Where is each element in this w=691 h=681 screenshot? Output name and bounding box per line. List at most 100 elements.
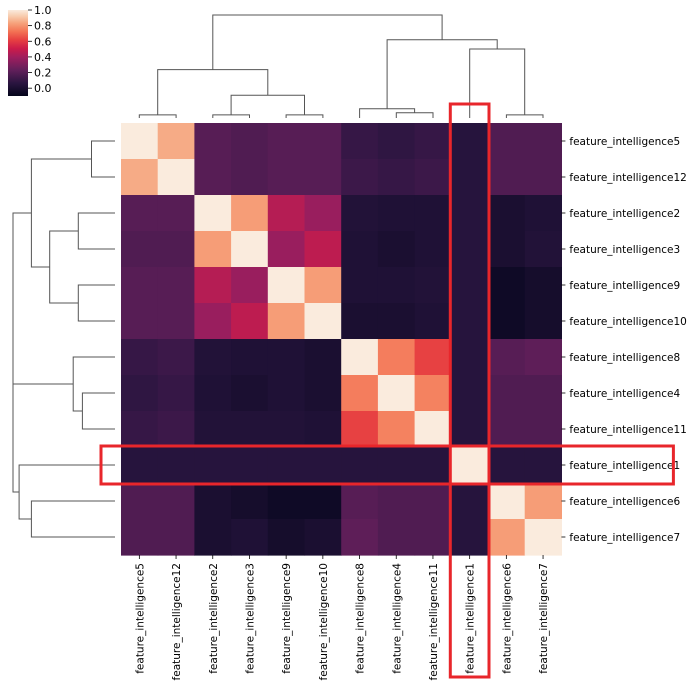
heatmap-cell [231, 483, 269, 520]
heatmap-cell [267, 375, 306, 412]
heatmap-cell [157, 411, 195, 448]
column-label: feature_intelligence9 [281, 563, 293, 674]
heatmap-cell [157, 195, 195, 232]
colorbar-gradient [8, 10, 28, 96]
row-label: feature_intelligence4 [569, 388, 680, 400]
heatmap-cell [157, 483, 195, 520]
row-dendrogram-link [81, 392, 115, 430]
heatmap-cell [524, 519, 562, 556]
column-label: feature_intelligence10 [318, 563, 330, 680]
heatmap-cell [414, 483, 452, 520]
heatmap-cell [377, 123, 416, 160]
heatmap-cell [414, 411, 452, 448]
heatmap-cell [414, 303, 452, 340]
column-dendrogram-link [230, 94, 305, 115]
heatmap-cell [231, 339, 269, 376]
heatmap-cell [194, 231, 232, 268]
heatmap-cell [488, 303, 526, 340]
heatmap-cell [194, 339, 232, 376]
heatmap-cell [451, 159, 489, 196]
heatmap-cell [341, 159, 379, 196]
heatmap-cell [524, 303, 562, 340]
row-labels: feature_intelligence5 feature_intelligenc… [561, 136, 687, 544]
heatmap-cell [304, 195, 342, 232]
heatmap-cell [451, 303, 489, 340]
row-label: feature_intelligence8 [569, 352, 680, 364]
column-dendrogram-link [212, 114, 250, 118]
heatmap-cell [451, 447, 489, 484]
heatmap-cell [267, 267, 306, 304]
row-dendrogram-link [91, 140, 115, 178]
highlight-column-box [448, 102, 491, 679]
row-dendrogram-link [30, 500, 115, 538]
heatmap-cell [157, 159, 195, 196]
row-label: feature_intelligence7 [569, 532, 680, 544]
heatmap-cell [488, 267, 526, 304]
heatmap-cell [157, 231, 195, 268]
colorbar-tick-label: 0.2 [34, 67, 52, 80]
column-label: feature_intelligence3 [244, 563, 256, 674]
heatmap-cell [194, 447, 232, 484]
heatmap-cell [488, 159, 526, 196]
heatmap-cell [231, 411, 269, 448]
heatmap-cell [341, 519, 379, 556]
row-dendrogram-link [72, 356, 115, 412]
heatmap-cell [488, 123, 526, 160]
heatmap-cell [414, 231, 452, 268]
row-dendrogram-link [12, 212, 32, 438]
heatmap-cell [194, 519, 232, 556]
colorbar-tick-label: 1.0 [34, 4, 52, 17]
heatmap-cell [451, 483, 489, 520]
column-dendrogram-link [395, 112, 434, 118]
heatmap-cell [377, 375, 416, 412]
column-label: feature_intelligence11 [428, 563, 440, 680]
row-label: feature_intelligence2 [569, 208, 680, 220]
heatmap-cell [341, 483, 379, 520]
heatmap-cell [341, 267, 379, 304]
column-label: feature_intelligence1 [465, 563, 477, 674]
heatmap-cell [451, 339, 489, 376]
heatmap-cell [524, 123, 562, 160]
heatmap-cell [451, 375, 489, 412]
heatmap-cell [377, 303, 416, 340]
heatmap-cell [231, 375, 269, 412]
column-dendrogram-link [138, 114, 177, 118]
column-label: feature_intelligence5 [134, 563, 146, 674]
heatmap-cell [377, 231, 416, 268]
heatmap-cell [304, 159, 342, 196]
heatmap-cell [451, 123, 489, 160]
heatmap-cell [488, 231, 526, 268]
heatmap-cell [194, 375, 232, 412]
heatmap-cell [267, 159, 306, 196]
heatmap-cell [157, 519, 195, 556]
heatmap-cell [304, 303, 342, 340]
heatmap-cell [488, 483, 526, 520]
row-dendrogram-link [77, 284, 115, 322]
heatmap-cell [377, 411, 416, 448]
heatmap-cell [524, 447, 562, 484]
column-label: feature_intelligence6 [501, 563, 513, 674]
heatmap-cell [267, 411, 306, 448]
heatmap-cell [341, 447, 379, 484]
row-label: feature_intelligence11 [569, 424, 686, 436]
heatmap-cell [377, 159, 416, 196]
heatmap-cell [194, 411, 232, 448]
heatmap-cell [341, 375, 379, 412]
heatmap-cell [341, 339, 379, 376]
colorbar-tick-label: 0.4 [34, 51, 52, 64]
column-dendrogram [138, 14, 544, 118]
heatmap-cell [304, 231, 342, 268]
heatmap-cell [304, 411, 342, 448]
heatmap-cell [121, 231, 159, 268]
column-dendrogram-link [212, 14, 443, 70]
heatmap-cell [121, 267, 159, 304]
row-label: feature_intelligence5 [569, 136, 680, 148]
heatmap-cell [304, 267, 342, 304]
heatmap-cell [267, 231, 306, 268]
heatmap-cell [524, 159, 562, 196]
heatmap-cell [488, 447, 526, 484]
heatmap-cell [341, 231, 379, 268]
heatmap-cell [231, 231, 269, 268]
heatmap-cell [121, 303, 159, 340]
